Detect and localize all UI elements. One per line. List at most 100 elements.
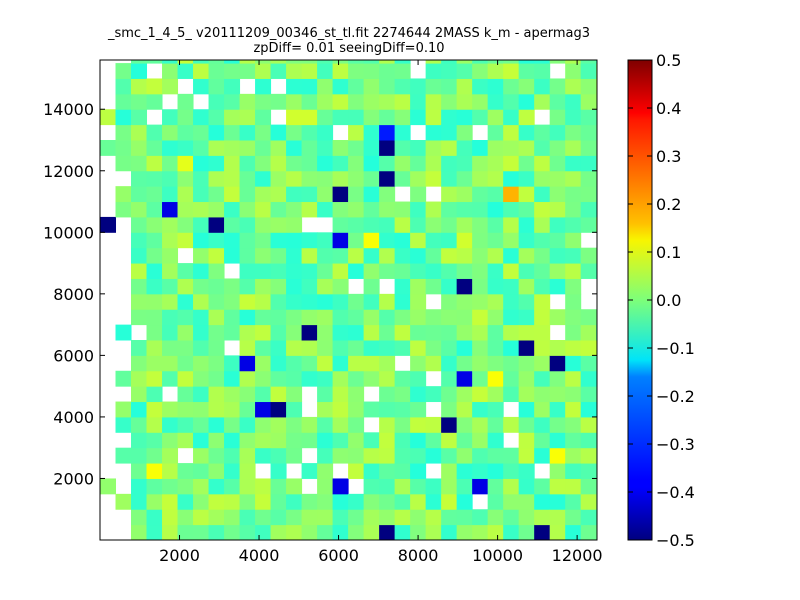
heatmap-cell [379,493,396,510]
heatmap-cell [503,63,520,79]
heatmap-cell [301,78,318,95]
heatmap-cell [332,493,349,510]
heatmap-cell [549,109,566,126]
heatmap-cell [580,155,597,172]
heatmap-cell [255,340,272,356]
heatmap-cell [100,216,117,233]
heatmap-cell [193,401,210,418]
heatmap-cell [208,232,225,249]
heatmap-cell [224,386,241,403]
heatmap-cell [425,278,442,295]
heatmap-cell [255,509,272,526]
y-tick-label: 8000 [53,285,94,304]
heatmap-cell [518,60,535,64]
heatmap-cell [549,478,566,495]
heatmap-cell [425,493,442,510]
heatmap-cell [487,93,504,110]
heatmap-cell [208,216,225,233]
heatmap-cell [518,432,535,449]
heatmap-cell [224,324,241,341]
heatmap-cell [456,524,473,541]
heatmap-cell [208,447,225,464]
heatmap-cell [146,201,163,218]
heatmap-cell [208,201,225,218]
heatmap-cell [534,509,551,526]
heatmap-cell [332,78,349,95]
heatmap-cell [534,201,551,218]
heatmap-cell [518,370,535,387]
heatmap-cell [394,463,411,479]
heatmap-cell [394,109,411,126]
heatmap-cell [348,263,365,279]
heatmap-cell [162,309,179,326]
heatmap-cell [379,140,396,156]
heatmap-cell [239,355,256,372]
heatmap-cell [193,293,210,310]
heatmap-cell [270,201,287,218]
heatmap-cell [518,401,535,418]
heatmap-cell [534,370,551,387]
heatmap-cell [239,232,256,249]
heatmap-cell [565,447,582,464]
heatmap-cell [549,78,566,95]
heatmap-cell [115,63,132,79]
heatmap-cell [379,509,396,526]
heatmap-cell [162,493,179,510]
heatmap-cell [270,186,287,203]
heatmap-cell [224,524,241,541]
heatmap-cell [348,524,365,541]
heatmap-cell [177,93,194,110]
heatmap-cell [503,478,520,495]
heatmap-cell [503,493,520,510]
heatmap-cell [472,263,489,279]
heatmap-cell [580,370,597,387]
heatmap-cell [348,340,365,356]
heatmap-cell [394,340,411,356]
heatmap-cell [549,170,566,187]
heatmap-cell [208,155,225,172]
heatmap-cell [363,509,380,526]
heatmap-cell [193,509,210,526]
heatmap-cell [410,447,427,464]
heatmap-cell [193,324,210,341]
heatmap-cell [239,216,256,233]
heatmap-cell [363,124,380,141]
heatmap-cell [286,109,303,126]
heatmap-cell [503,447,520,464]
heatmap-cell [286,278,303,295]
heatmap-cell [394,78,411,95]
heatmap-cell [472,416,489,433]
heatmap-cell [270,355,287,372]
heatmap-cell [286,370,303,387]
heatmap-cell [472,278,489,295]
heatmap-cell [208,463,225,479]
heatmap-cell [162,509,179,526]
heatmap-cell [317,463,334,479]
heatmap-cell [534,447,551,464]
heatmap-cell [270,509,287,526]
heatmap-cell [379,340,396,356]
heatmap-cell [332,232,349,249]
heatmap-cell [301,509,318,526]
heatmap-cell [425,432,442,449]
heatmap-cell [177,201,194,218]
heatmap-cell [549,447,566,464]
heatmap-cell [565,401,582,418]
heatmap-cell [580,109,597,126]
heatmap-cell [317,324,334,341]
heatmap-cell [410,463,427,479]
heatmap-cell [425,309,442,326]
heatmap-cell [549,155,566,172]
heatmap-cell [441,78,458,95]
heatmap-cell [394,478,411,495]
heatmap-cell [425,78,442,95]
heatmap-cell [472,140,489,156]
chart-title-line-1: _smc_1_4_5_ v20111209_00346_st_tl.fit 22… [107,26,590,41]
heatmap-cell [239,401,256,418]
heatmap-cell [146,140,163,156]
heatmap-cell [534,232,551,249]
heatmap-cell [518,155,535,172]
heatmap-cell [317,340,334,356]
colorbar-tick-label: −0.2 [656,387,695,406]
heatmap-cell [115,186,132,203]
